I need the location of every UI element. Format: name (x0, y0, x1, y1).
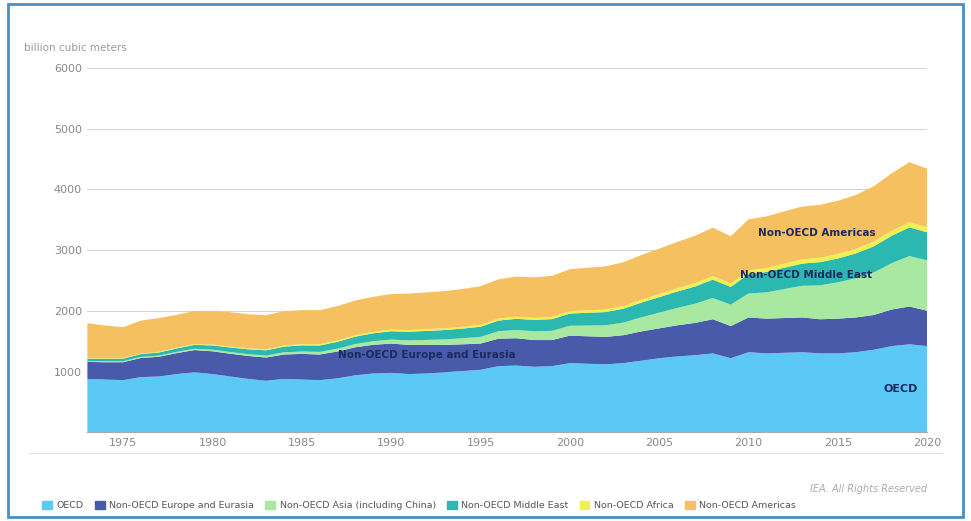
Text: billion cubic meters: billion cubic meters (24, 43, 127, 53)
Text: Non-OECD Middle East: Non-OECD Middle East (740, 270, 872, 280)
Text: IEA. All Rights Reserved: IEA. All Rights Reserved (810, 485, 927, 494)
Text: Non-OECD Europe and Eurasia: Non-OECD Europe and Eurasia (338, 350, 516, 360)
Text: Non-OECD Americas: Non-OECD Americas (757, 228, 875, 238)
Text: OECD: OECD (884, 384, 919, 394)
Legend: OECD, Non-OECD Europe and Eurasia, Non-OECD Asia (including China), Non-OECD Mid: OECD, Non-OECD Europe and Eurasia, Non-O… (39, 497, 800, 514)
